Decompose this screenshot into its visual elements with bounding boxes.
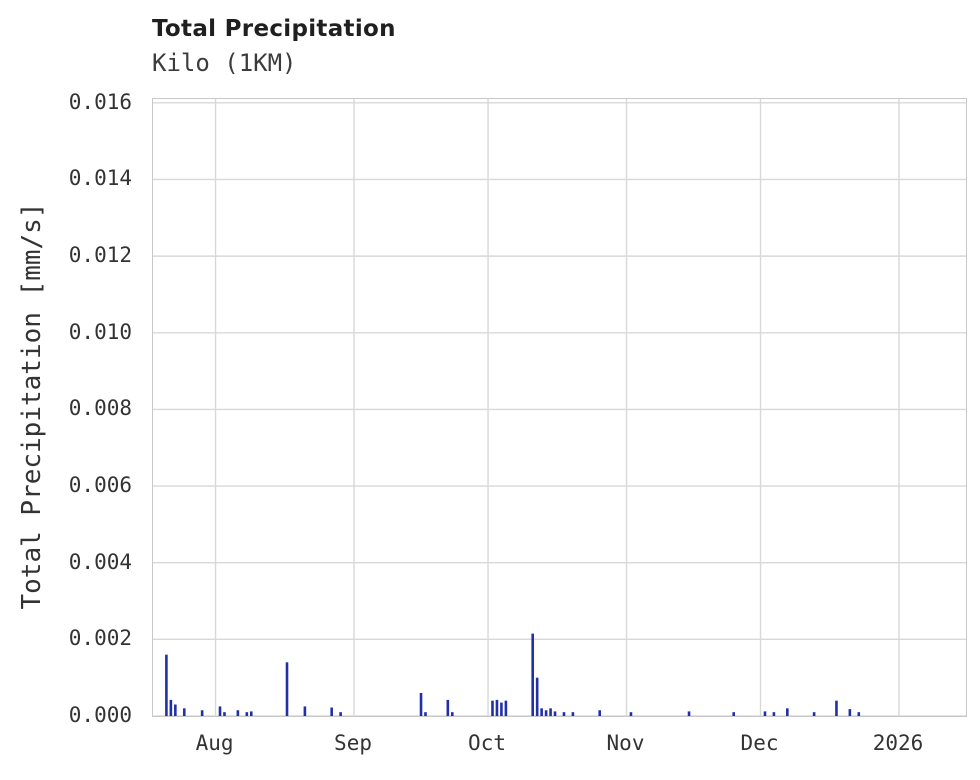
precip-bar bbox=[571, 712, 575, 716]
precip-bar bbox=[495, 699, 499, 716]
precip-bar bbox=[848, 709, 852, 716]
precip-bar bbox=[223, 712, 226, 716]
precip-bar bbox=[245, 712, 249, 716]
precip-bar bbox=[174, 704, 177, 716]
precip-bar bbox=[531, 633, 534, 716]
precip-bar bbox=[182, 708, 186, 716]
plot-canvas bbox=[153, 99, 966, 716]
precip-bar bbox=[544, 710, 548, 716]
precip-bar bbox=[218, 706, 222, 716]
precip-bar bbox=[772, 712, 776, 716]
precip-bar bbox=[500, 702, 503, 716]
precip-bar bbox=[446, 699, 450, 716]
precip-bar bbox=[812, 712, 816, 716]
precip-bar bbox=[504, 700, 508, 716]
y-tick-label: 0.004 bbox=[68, 549, 132, 574]
y-tick-label: 0.002 bbox=[68, 626, 132, 651]
precip-bar bbox=[450, 712, 454, 716]
precip-bar bbox=[549, 708, 552, 716]
precip-bar bbox=[303, 706, 307, 716]
precip-bar bbox=[424, 712, 427, 716]
chart-title: Total Precipitation bbox=[152, 16, 396, 42]
chart-subtitle: Kilo (1KM) bbox=[152, 49, 297, 77]
y-tick-label: 0.008 bbox=[68, 396, 132, 421]
y-tick-label: 0.006 bbox=[68, 473, 132, 498]
precip-bar bbox=[540, 708, 543, 716]
x-tick-label: Sep bbox=[334, 731, 372, 755]
precip-bar bbox=[491, 700, 494, 716]
precip-bar bbox=[535, 677, 539, 716]
y-tick-label: 0.014 bbox=[68, 166, 132, 191]
precip-bar bbox=[200, 710, 204, 716]
x-tick-label: Dec bbox=[740, 731, 779, 755]
precip-bar bbox=[169, 699, 173, 716]
x-tick-label: Oct bbox=[468, 731, 506, 755]
precip-bar bbox=[629, 712, 633, 716]
precip-bar bbox=[857, 712, 861, 716]
precip-bar bbox=[236, 710, 240, 716]
y-tick-label: 0.000 bbox=[68, 703, 132, 727]
y-tick-label: 0.010 bbox=[68, 319, 132, 344]
precip-bar bbox=[562, 712, 566, 716]
y-tick-label: 0.016 bbox=[68, 89, 132, 114]
precip-bar bbox=[835, 700, 838, 716]
precip-bar bbox=[419, 693, 423, 716]
plot-area bbox=[152, 98, 967, 717]
x-tick-label: Nov bbox=[606, 731, 645, 755]
precip-bar bbox=[598, 710, 601, 716]
precip-bar bbox=[786, 708, 789, 716]
precip-bar bbox=[330, 707, 333, 716]
precip-bar bbox=[732, 712, 736, 716]
precip-bar bbox=[165, 654, 168, 716]
y-tick-label: 0.012 bbox=[68, 243, 132, 268]
x-tick-label: Aug bbox=[195, 731, 234, 755]
precip-bar bbox=[339, 712, 342, 716]
precip-bar bbox=[763, 711, 767, 716]
x-tick-label: 2026 bbox=[872, 731, 924, 755]
precip-bar bbox=[285, 662, 289, 716]
precip-bar bbox=[553, 711, 557, 716]
precip-bar bbox=[687, 711, 691, 716]
precip-bar bbox=[249, 711, 253, 716]
